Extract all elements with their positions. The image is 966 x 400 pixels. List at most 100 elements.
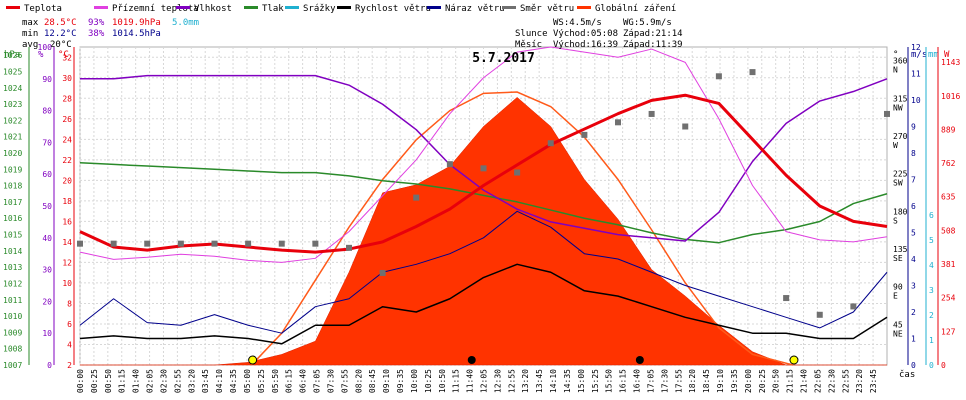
axis-tick-direction: W (893, 141, 898, 150)
axis-tick-ms: 0 (911, 361, 916, 370)
legend-swatch (427, 6, 441, 9)
axis-tick-mm: 2 (929, 311, 934, 320)
x-axis-tick: 23:20 (855, 369, 864, 393)
axis-tick-direction: N (893, 66, 898, 75)
x-axis-tick: 16:40 (633, 369, 642, 393)
wind-direction-point (850, 303, 857, 310)
x-axis-tick: 07:55 (340, 369, 349, 393)
stat-min-humidity: 38% (88, 29, 105, 39)
wind-direction-point (682, 123, 689, 130)
x-axis-tick: 18:45 (702, 369, 711, 393)
axis-tick-mm: 6 (929, 211, 934, 220)
wind-direction-point (783, 295, 790, 302)
axis-tick-direction: SE (893, 254, 903, 263)
axis-tick-ms: 6 (911, 202, 916, 211)
axis-header-mm: mm (928, 50, 939, 60)
axis-tick-degrees: 180 (893, 207, 908, 216)
x-axis-tick: 19:10 (716, 369, 725, 393)
axis-tick-percent: 100 (38, 43, 53, 52)
axis-tick-hpa: 1016 (3, 214, 22, 223)
axis-tick-watts: 889 (941, 125, 956, 134)
ground-temperature-line (79, 46, 888, 263)
x-axis-tick: 12:05 (480, 369, 489, 393)
wind-direction-point (547, 140, 554, 147)
axis-tick-hpa: 1026 (3, 51, 22, 60)
wind-direction-point (514, 169, 521, 176)
axis-tick-hpa: 1019 (3, 165, 22, 174)
axis-tick-hpa: 1010 (3, 312, 22, 321)
axis-tick-watts: 762 (941, 159, 956, 168)
x-axis-tick: 12:30 (493, 369, 502, 393)
x-axis-tick: 21:15 (786, 369, 795, 393)
wind-speed-line (79, 263, 888, 345)
axis-tick-hpa: 1015 (3, 231, 22, 240)
axis-tick-hpa: 1009 (3, 328, 22, 337)
x-axis-tick: 20:25 (758, 369, 767, 393)
legend-label: Náraz větru (445, 4, 505, 14)
wind-ws-info: WS:4.5m/s (553, 18, 602, 28)
legend-swatch (94, 6, 108, 9)
axis-tick-watts: 254 (941, 294, 956, 303)
x-axis-tick: 00:25 (90, 369, 99, 393)
axis-tick-celsius: 10 (62, 279, 72, 288)
x-axis-tick: 14:10 (549, 369, 558, 393)
wind-direction-point (245, 240, 252, 247)
axis-tick-watts: 635 (941, 193, 956, 202)
axis-tick-hpa: 1014 (3, 247, 22, 256)
x-axis-tick: 05:00 (243, 369, 252, 393)
axis-tick-celsius: 14 (62, 238, 72, 247)
moon-set: Západ:11:39 (623, 40, 683, 50)
x-axis-tick: 04:10 (215, 369, 224, 393)
radiation-area (80, 97, 887, 366)
x-axis-tick: 14:35 (563, 369, 572, 393)
wind-direction-point (379, 269, 386, 276)
wind-gust-line (79, 210, 888, 334)
wind-direction-point (884, 110, 890, 117)
stat-min-temp: 12.2°C (44, 29, 77, 39)
stat-max-pressure: 1019.9hPa (112, 18, 161, 28)
axis-tick-hpa: 1022 (3, 116, 22, 125)
legend-label: Vlhkost (194, 4, 232, 14)
axis-tick-ms: 7 (911, 176, 916, 185)
axis-tick-percent: 40 (42, 234, 52, 243)
axis-tick-hpa: 1024 (3, 84, 22, 93)
axis-tick-percent: 20 (42, 297, 52, 306)
wind-direction-point (715, 73, 722, 80)
axis-tick-direction: NE (893, 329, 903, 338)
wind-direction-point (749, 69, 756, 76)
x-axis-tick: 00:00 (76, 369, 85, 393)
x-axis-tick: 22:05 (813, 369, 822, 393)
axis-tick-percent: 50 (42, 202, 52, 211)
wind-direction-point (312, 240, 319, 247)
legend-swatch (6, 6, 20, 9)
x-axis-tick: 18:20 (688, 369, 697, 393)
wind-direction-point (413, 194, 420, 201)
x-axis-tick: 21:40 (800, 369, 809, 393)
axis-tick-ms: 12 (911, 43, 921, 52)
axis-tick-ms: 3 (911, 282, 916, 291)
x-axis-tick: 12:55 (507, 369, 516, 393)
axis-tick-celsius: 20 (62, 176, 72, 185)
axis-tick-percent: 70 (42, 138, 52, 147)
axis-tick-mm: 4 (929, 261, 934, 270)
axis-tick-degrees: 45 (893, 320, 903, 329)
x-axis-tick: 23:45 (869, 369, 878, 393)
x-axis-tick: 11:40 (466, 369, 475, 393)
stat-max-label: max (22, 18, 39, 28)
axis-tick-hpa: 1012 (3, 279, 22, 288)
x-axis-tick: 17:30 (660, 369, 669, 393)
x-axis-tick: 05:25 (257, 369, 266, 393)
axis-header-watts: W (944, 50, 950, 60)
x-axis-tick: 09:35 (396, 369, 405, 393)
axis-header-percent: % (38, 50, 44, 60)
axis-tick-mm: 1 (929, 336, 934, 345)
axis-tick-celsius: 30 (62, 74, 72, 83)
axis-tick-ms: 5 (911, 229, 916, 238)
axis-header-degrees: ° (893, 50, 898, 60)
axis-tick-hpa: 1017 (3, 198, 22, 207)
wind-direction-point (581, 131, 588, 138)
axis-tick-percent: 90 (42, 75, 52, 84)
wind-direction-point (648, 110, 655, 117)
stat-max-rain: 5.0mm (172, 18, 199, 28)
x-axis-tick: 08:45 (368, 369, 377, 393)
